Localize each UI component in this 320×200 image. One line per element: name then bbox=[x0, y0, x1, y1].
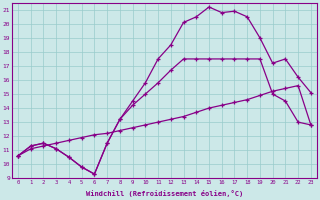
X-axis label: Windchill (Refroidissement éolien,°C): Windchill (Refroidissement éolien,°C) bbox=[86, 190, 243, 197]
